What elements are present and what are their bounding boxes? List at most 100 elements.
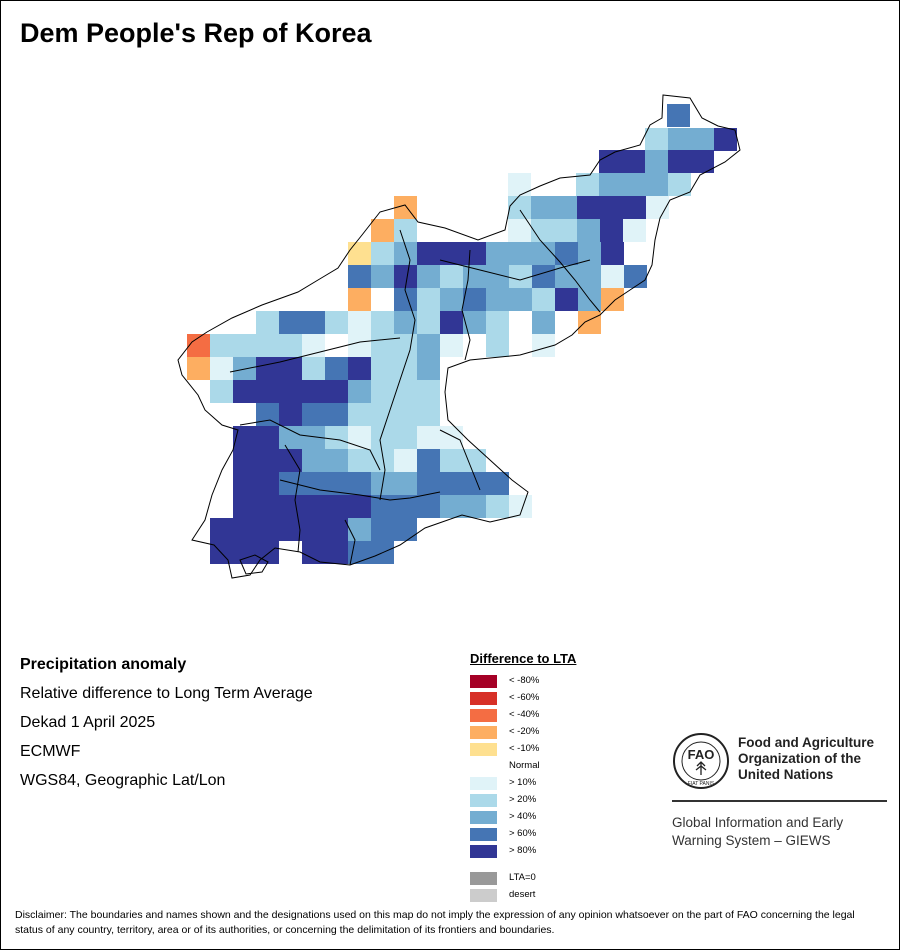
anomaly-cell bbox=[394, 472, 417, 495]
anomaly-cell bbox=[371, 219, 394, 242]
anomaly-cell bbox=[394, 495, 417, 518]
anomaly-cell bbox=[348, 288, 371, 311]
legend-item: < -60% bbox=[470, 690, 576, 707]
anomaly-cell bbox=[210, 380, 233, 403]
province-boundary bbox=[461, 249, 471, 361]
anomaly-cell bbox=[279, 472, 302, 495]
anomaly-cell bbox=[348, 334, 371, 357]
anomaly-cell bbox=[532, 265, 555, 288]
anomaly-cell bbox=[325, 311, 348, 334]
anomaly-cell bbox=[256, 380, 279, 403]
anomaly-cell bbox=[486, 242, 509, 265]
anomaly-cell bbox=[233, 311, 256, 334]
anomaly-cell bbox=[417, 265, 440, 288]
anomaly-cell bbox=[279, 380, 302, 403]
anomaly-cell bbox=[622, 150, 645, 173]
anomaly-cell bbox=[325, 449, 348, 472]
anomaly-cell bbox=[302, 426, 325, 449]
anomaly-cell bbox=[440, 288, 463, 311]
fao-branding: FAO FIAT PANIS Food and Agriculture Orga… bbox=[672, 732, 887, 848]
province-boundary bbox=[379, 229, 416, 501]
anomaly-cell bbox=[668, 128, 691, 151]
legend-item: > 20% bbox=[470, 792, 576, 809]
anomaly-cell bbox=[394, 288, 417, 311]
anomaly-cell bbox=[371, 357, 394, 380]
coast-island bbox=[239, 554, 269, 575]
anomaly-cell bbox=[578, 242, 601, 265]
province-boundary bbox=[439, 429, 481, 491]
anomaly-cell bbox=[279, 449, 302, 472]
anomaly-cell bbox=[417, 357, 440, 380]
anomaly-cell bbox=[348, 518, 371, 541]
anomaly-cell bbox=[622, 173, 645, 196]
legend-swatch bbox=[470, 709, 497, 722]
anomaly-cell bbox=[532, 288, 555, 311]
legend-item: desert bbox=[470, 887, 576, 904]
anomaly-cell bbox=[508, 173, 531, 196]
anomaly-cell bbox=[486, 334, 509, 357]
anomaly-cell bbox=[394, 518, 417, 541]
anomaly-cell bbox=[233, 541, 256, 564]
anomaly-cell bbox=[555, 265, 578, 288]
anomaly-cell bbox=[486, 265, 509, 288]
anomaly-cell bbox=[531, 196, 554, 219]
anomaly-cell bbox=[554, 219, 577, 242]
anomaly-cell bbox=[645, 173, 668, 196]
anomaly-cell bbox=[348, 357, 371, 380]
anomaly-cell bbox=[417, 426, 440, 449]
anomaly-cell bbox=[348, 403, 371, 426]
anomaly-cell bbox=[325, 403, 348, 426]
anomaly-cell bbox=[348, 472, 371, 495]
fao-emblem-icon: FAO FIAT PANIS bbox=[673, 733, 729, 789]
legend-item: > 40% bbox=[470, 809, 576, 826]
map-legend: Difference to LTA < -80% < -60% < -40% < -2… bbox=[470, 651, 576, 904]
anomaly-cell bbox=[256, 357, 279, 380]
fao-divider bbox=[672, 800, 887, 802]
anomaly-cell bbox=[417, 288, 440, 311]
anomaly-cell bbox=[325, 380, 348, 403]
info-source: ECMWF bbox=[20, 743, 81, 760]
anomaly-cell bbox=[325, 495, 348, 518]
legend-swatch bbox=[470, 811, 497, 824]
anomaly-cell bbox=[302, 311, 325, 334]
anomaly-cell bbox=[371, 426, 394, 449]
anomaly-cell bbox=[600, 196, 623, 219]
giews-name: Global Information and Early Warning Sys… bbox=[672, 815, 844, 848]
legend-swatch bbox=[470, 872, 497, 885]
anomaly-cell bbox=[532, 311, 555, 334]
anomaly-cell bbox=[233, 518, 256, 541]
map-title: Dem People's Rep of Korea bbox=[20, 18, 372, 48]
anomaly-cell bbox=[578, 311, 601, 334]
anomaly-cell bbox=[714, 128, 737, 151]
anomaly-cell bbox=[394, 265, 417, 288]
anomaly-cell bbox=[233, 426, 256, 449]
anomaly-cell bbox=[417, 380, 440, 403]
anomaly-cell bbox=[302, 541, 325, 564]
legend-swatch bbox=[470, 845, 497, 858]
anomaly-cell bbox=[348, 541, 371, 564]
anomaly-cell bbox=[348, 426, 371, 449]
anomaly-cell bbox=[187, 357, 210, 380]
legend-swatch bbox=[470, 889, 497, 902]
anomaly-cell bbox=[417, 311, 440, 334]
anomaly-cell bbox=[440, 426, 463, 449]
anomaly-cell bbox=[578, 265, 601, 288]
anomaly-cell bbox=[233, 495, 256, 518]
legend-label: < -20% bbox=[509, 726, 540, 737]
anomaly-cell bbox=[463, 242, 486, 265]
anomaly-cell bbox=[417, 495, 440, 518]
province-boundary bbox=[229, 337, 401, 373]
anomaly-cell bbox=[394, 219, 417, 242]
anomaly-cell bbox=[440, 311, 463, 334]
anomaly-cell bbox=[302, 518, 325, 541]
legend-swatch bbox=[470, 828, 497, 841]
anomaly-cell bbox=[532, 334, 555, 357]
legend-item: LTA=0 bbox=[470, 870, 576, 887]
anomaly-cell bbox=[601, 265, 624, 288]
anomaly-cell bbox=[509, 288, 532, 311]
map-info: Precipitation anomaly Relative differenc… bbox=[20, 656, 313, 801]
anomaly-cell bbox=[210, 334, 233, 357]
anomaly-cell bbox=[646, 196, 669, 219]
anomaly-cell bbox=[463, 449, 486, 472]
anomaly-cell bbox=[279, 541, 302, 564]
